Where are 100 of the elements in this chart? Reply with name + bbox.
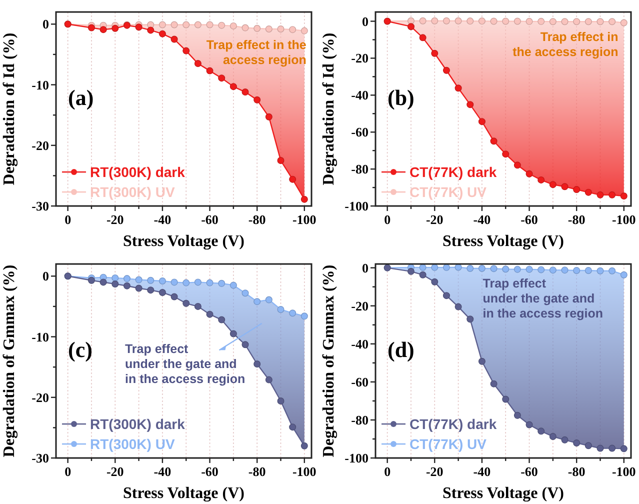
legend-label: RT(300K) UV bbox=[90, 184, 176, 200]
point bbox=[254, 360, 261, 368]
point bbox=[147, 26, 154, 34]
point bbox=[442, 292, 450, 300]
y-tick-label: -30 bbox=[32, 450, 49, 466]
x-tick-label: -100 bbox=[292, 212, 316, 227]
x-tick-label: -100 bbox=[612, 464, 636, 479]
point bbox=[182, 21, 190, 28]
y-tick-label: -100 bbox=[344, 198, 368, 214]
point bbox=[526, 170, 533, 178]
point bbox=[277, 25, 284, 32]
point bbox=[135, 276, 142, 284]
point bbox=[419, 264, 426, 271]
point bbox=[549, 181, 556, 188]
point bbox=[573, 266, 580, 274]
x-tick-label: -100 bbox=[292, 464, 316, 479]
y-tick-label: -10 bbox=[32, 77, 49, 92]
legend-label: CT(77K) UV bbox=[410, 184, 488, 200]
legend-label: CT(77K) dark bbox=[410, 416, 497, 432]
point bbox=[206, 310, 214, 318]
y-tick-label: -80 bbox=[351, 412, 368, 428]
point bbox=[194, 302, 202, 310]
point bbox=[620, 445, 628, 452]
point bbox=[170, 293, 178, 300]
point bbox=[478, 358, 486, 365]
point bbox=[442, 264, 450, 271]
point bbox=[123, 275, 130, 282]
point bbox=[218, 280, 226, 287]
point bbox=[170, 278, 178, 286]
point bbox=[549, 18, 556, 26]
point bbox=[194, 60, 202, 68]
point bbox=[112, 274, 119, 282]
x-tick-label: -20 bbox=[426, 464, 444, 479]
point bbox=[147, 276, 154, 284]
y-tick-label: -20 bbox=[351, 50, 368, 66]
point bbox=[526, 421, 533, 428]
point bbox=[265, 376, 272, 384]
point bbox=[100, 26, 107, 34]
point bbox=[289, 310, 296, 317]
point bbox=[596, 444, 604, 452]
point bbox=[596, 191, 604, 198]
point bbox=[466, 101, 474, 108]
x-tick-label: -80 bbox=[248, 212, 266, 227]
point bbox=[478, 18, 486, 25]
y-tick-label: -20 bbox=[351, 298, 368, 314]
annotation: Trap effect under the gate and in the access region bbox=[482, 276, 603, 320]
point bbox=[300, 27, 308, 34]
y-tick-label: -40 bbox=[351, 88, 368, 103]
x-tick-label: -100 bbox=[612, 212, 636, 227]
point bbox=[454, 84, 462, 92]
point bbox=[573, 439, 580, 446]
point bbox=[442, 17, 450, 24]
point bbox=[608, 18, 616, 26]
point bbox=[147, 286, 154, 294]
point bbox=[242, 88, 249, 96]
annotation: Trap effect in the access region bbox=[512, 30, 618, 60]
x-tick-label: -40 bbox=[473, 464, 491, 479]
point bbox=[620, 192, 628, 200]
point bbox=[478, 118, 486, 126]
point bbox=[514, 266, 521, 273]
annotation: (c) bbox=[68, 337, 92, 362]
point bbox=[88, 24, 95, 32]
point bbox=[419, 271, 426, 278]
point bbox=[300, 196, 308, 203]
y-tick-label: -20 bbox=[32, 138, 49, 153]
point bbox=[265, 25, 272, 32]
point bbox=[230, 22, 237, 30]
point bbox=[466, 264, 474, 272]
y-tick-label: -100 bbox=[344, 450, 368, 466]
x-tick-label: -20 bbox=[106, 464, 124, 479]
x-tick-label: 0 bbox=[384, 464, 391, 479]
point bbox=[431, 50, 438, 57]
point bbox=[135, 24, 142, 31]
point bbox=[561, 183, 568, 190]
point bbox=[300, 312, 308, 320]
y-axis-title: Degradation of Id (%) bbox=[1, 32, 18, 186]
y-tick-label: -30 bbox=[32, 198, 49, 214]
annotation: (b) bbox=[388, 85, 414, 110]
point bbox=[584, 188, 592, 196]
point bbox=[254, 24, 261, 32]
point bbox=[242, 24, 249, 32]
point bbox=[300, 442, 308, 450]
point bbox=[608, 191, 616, 198]
x-tick-label: -80 bbox=[248, 464, 266, 479]
point bbox=[573, 186, 580, 194]
y-tick-label: -20 bbox=[32, 390, 49, 405]
point bbox=[454, 17, 462, 24]
x-axis-title: Stress Voltage (V) bbox=[123, 485, 244, 502]
point bbox=[407, 17, 414, 24]
point bbox=[170, 21, 178, 28]
point bbox=[549, 433, 556, 440]
y-tick-label: -10 bbox=[32, 329, 49, 344]
y-tick-label: -60 bbox=[351, 124, 368, 140]
point bbox=[289, 26, 296, 34]
x-tick-label: -60 bbox=[520, 464, 538, 479]
y-tick-label: -40 bbox=[351, 336, 368, 352]
point bbox=[254, 298, 261, 306]
point bbox=[218, 74, 226, 82]
point bbox=[194, 278, 202, 286]
point bbox=[620, 19, 628, 26]
